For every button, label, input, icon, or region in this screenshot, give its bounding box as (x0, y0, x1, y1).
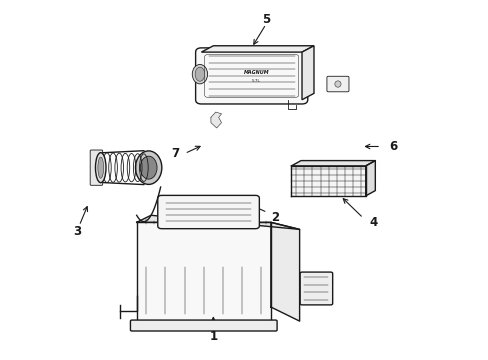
Ellipse shape (98, 157, 103, 178)
Polygon shape (210, 112, 221, 128)
Ellipse shape (135, 151, 162, 184)
Polygon shape (136, 215, 299, 229)
Polygon shape (365, 161, 375, 196)
Ellipse shape (334, 81, 340, 87)
Text: 6: 6 (388, 140, 396, 153)
Text: 3: 3 (73, 225, 81, 238)
FancyBboxPatch shape (300, 272, 332, 305)
Polygon shape (302, 46, 313, 100)
Text: 4: 4 (369, 216, 377, 229)
Polygon shape (136, 222, 270, 321)
Text: 7: 7 (171, 147, 179, 160)
FancyBboxPatch shape (158, 195, 259, 229)
Polygon shape (201, 46, 313, 52)
Ellipse shape (192, 64, 207, 84)
FancyBboxPatch shape (195, 48, 307, 104)
FancyBboxPatch shape (326, 76, 348, 92)
Text: 5: 5 (262, 13, 270, 26)
FancyBboxPatch shape (90, 150, 102, 185)
Text: 2: 2 (271, 211, 279, 224)
Ellipse shape (195, 67, 204, 81)
FancyBboxPatch shape (130, 320, 277, 331)
Text: 1: 1 (209, 330, 217, 343)
Polygon shape (270, 222, 299, 321)
Text: 5.7L: 5.7L (252, 79, 260, 83)
Polygon shape (291, 161, 375, 166)
Ellipse shape (140, 156, 157, 179)
Polygon shape (291, 166, 365, 196)
Text: MAGNUM: MAGNUM (243, 70, 269, 75)
Ellipse shape (95, 153, 106, 183)
